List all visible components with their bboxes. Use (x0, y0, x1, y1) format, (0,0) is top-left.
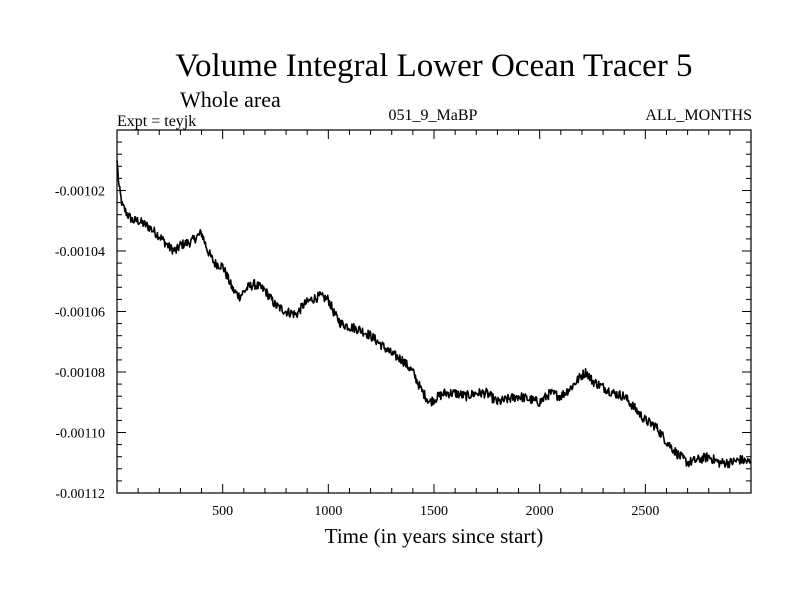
y-tick-label: -0.00110 (55, 427, 105, 442)
x-axis-label: Time (in years since start) (325, 524, 544, 548)
y-tick-label: -0.00112 (55, 487, 105, 502)
axis-ticks (117, 130, 751, 493)
y-tick-labels: -0.00102 -0.00104 -0.00106 -0.00108 -0.00110… (55, 185, 105, 503)
x-tick-labels: 500 1000 1500 2000 2500 (212, 504, 659, 519)
y-tick-label: -0.00102 (55, 185, 105, 200)
y-tick-label: -0.00108 (55, 366, 105, 381)
x-tick-label: 1500 (420, 504, 448, 519)
experiment-label: Expt = teyjk (117, 113, 196, 130)
months-label: ALL_MONTHS (645, 107, 752, 124)
y-tick-label: -0.00106 (55, 306, 105, 321)
x-tick-label: 2000 (526, 504, 554, 519)
plot-frame (116, 129, 752, 494)
period-label: 051_9_MaBP (389, 107, 478, 124)
y-tick-label: -0.00104 (55, 245, 105, 260)
series-line (116, 160, 752, 469)
x-tick-label: 500 (212, 504, 233, 519)
chart-title: Volume Integral Lower Ocean Tracer 5 (175, 48, 692, 84)
x-tick-label: 2500 (631, 504, 659, 519)
x-tick-label: 1000 (314, 504, 342, 519)
chart-subtitle: Whole area (180, 87, 281, 112)
